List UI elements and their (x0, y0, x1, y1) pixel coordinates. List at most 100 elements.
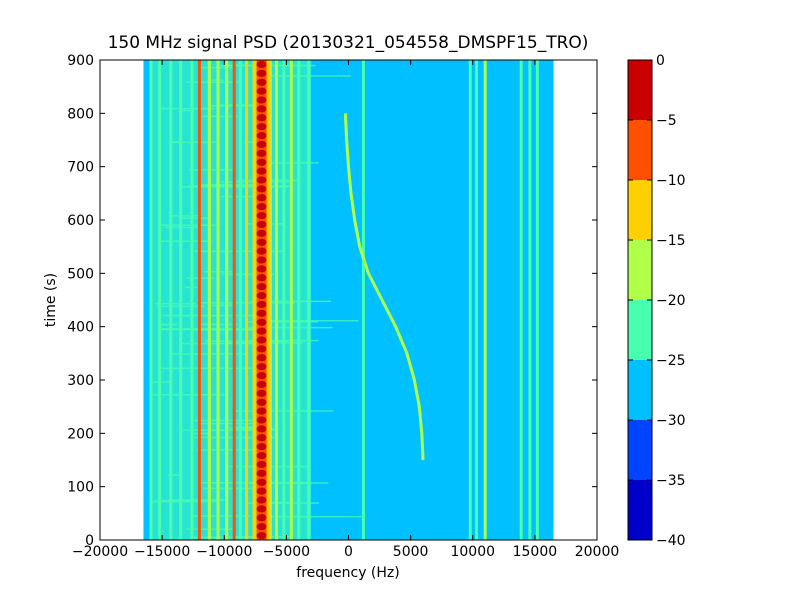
spectral-line (282, 60, 286, 540)
carrier-bead (256, 78, 267, 86)
spectral-line (169, 60, 173, 540)
colorbar: 0 −5 −10 −15 −20 −25 −30 −35 −40 (627, 53, 686, 549)
noise-streak (181, 217, 211, 220)
carrier-bead (256, 345, 267, 353)
noise-streak (152, 381, 172, 383)
y-axis: 0 100 200 300 400 500 600 700 800 900 (67, 53, 597, 549)
spectral-line (297, 60, 301, 540)
spectrogram-heatmap (143, 60, 554, 540)
interference-band (149, 60, 312, 540)
spectral-line (274, 60, 278, 540)
spectral-line (468, 60, 472, 540)
noise-streak (222, 273, 274, 276)
x-tick-label: 5000 (393, 544, 429, 560)
spectral-line (158, 60, 162, 540)
carrier-bead (256, 87, 267, 95)
noise-streak (196, 449, 264, 451)
y-axis-label: time (s) (43, 273, 59, 327)
colorbar-tick-label: −10 (656, 173, 686, 189)
colorbar-segment (628, 420, 652, 480)
carrier-bead (256, 60, 267, 69)
spectral-line (197, 60, 201, 540)
spectral-line (225, 60, 229, 540)
noise-streak (250, 482, 329, 484)
y-tick-label: 600 (67, 213, 94, 229)
y-tick-label: 500 (67, 266, 94, 282)
spectral-line (535, 60, 539, 540)
carrier-bead (256, 487, 267, 495)
y-tick-label: 300 (67, 373, 94, 389)
carrier-bead (256, 505, 267, 513)
carrier-bead (256, 425, 267, 433)
doppler-track (343, 113, 425, 461)
noise-streak (186, 81, 243, 84)
noise-streak (157, 500, 189, 502)
spectral-line (474, 60, 478, 540)
noise-streak (155, 302, 196, 305)
noise-streak (159, 323, 177, 326)
colorbar-tick-label: −15 (656, 233, 686, 249)
spectral-line (307, 60, 311, 540)
colorbar-tick-label: −35 (656, 473, 686, 489)
carrier-bead (256, 140, 267, 149)
spectral-line (179, 60, 183, 540)
y-tick-label: 400 (67, 320, 94, 336)
noise-streak (207, 79, 224, 81)
colorbar-segment (628, 120, 652, 180)
chart-title: 150 MHz signal PSD (20130321_054558_DMSP… (108, 33, 589, 53)
noise-streak (159, 240, 212, 242)
spectral-line (528, 60, 532, 540)
carrier-bead (256, 478, 267, 486)
x-axis-label: frequency (Hz) (296, 565, 399, 581)
colorbar-tick-label: −20 (656, 293, 686, 309)
noise-streak (152, 394, 226, 396)
x-tick-label: 20000 (575, 544, 620, 560)
x-tick-label: −10000 (196, 544, 252, 560)
carrier-bead (256, 149, 267, 157)
carrier-bead (256, 363, 267, 371)
noise-streak (161, 107, 215, 110)
x-tick-label: −15000 (134, 544, 190, 560)
noise-streak (199, 422, 263, 425)
carrier-bead (256, 256, 267, 264)
carrier-bead (256, 194, 267, 202)
noise-streak (194, 250, 283, 253)
carrier-bead (256, 283, 267, 291)
colorbar-tick-label: 0 (656, 53, 665, 69)
carrier-bead (256, 203, 267, 211)
carrier-bead (256, 176, 267, 184)
carrier-bead (256, 265, 267, 273)
colorbar-segment (628, 300, 652, 360)
spectral-line (245, 60, 249, 540)
noise-streak (158, 224, 221, 226)
carrier-bead (256, 309, 267, 317)
carrier-bead (256, 114, 267, 122)
carrier-bead (256, 469, 267, 477)
colorbar-segment (628, 480, 652, 540)
carrier-bead (256, 185, 267, 193)
carrier-bead (256, 443, 267, 451)
spectral-line (361, 60, 365, 540)
noise-streak (182, 429, 274, 431)
carrier-bead (256, 398, 267, 406)
y-tick-label: 0 (85, 533, 94, 549)
noise-streak (158, 328, 268, 331)
noise-streak (253, 75, 352, 77)
spectral-line (483, 60, 487, 540)
carrier-bead (256, 380, 267, 389)
carrier-bead (256, 247, 267, 255)
carrier-bead (256, 460, 267, 469)
y-tick-label: 200 (67, 426, 94, 442)
carrier-bead (256, 167, 267, 175)
y-tick-label: 700 (67, 160, 94, 176)
carrier-bead (256, 327, 267, 335)
carrier-bead (256, 496, 267, 504)
plot-area (100, 60, 597, 540)
carrier-bead (256, 158, 267, 166)
noise-streak (168, 215, 201, 217)
carrier-bead (256, 69, 267, 77)
noise-streak (193, 432, 209, 435)
x-tick-label: −5000 (263, 544, 310, 560)
carrier-bead (256, 123, 267, 131)
